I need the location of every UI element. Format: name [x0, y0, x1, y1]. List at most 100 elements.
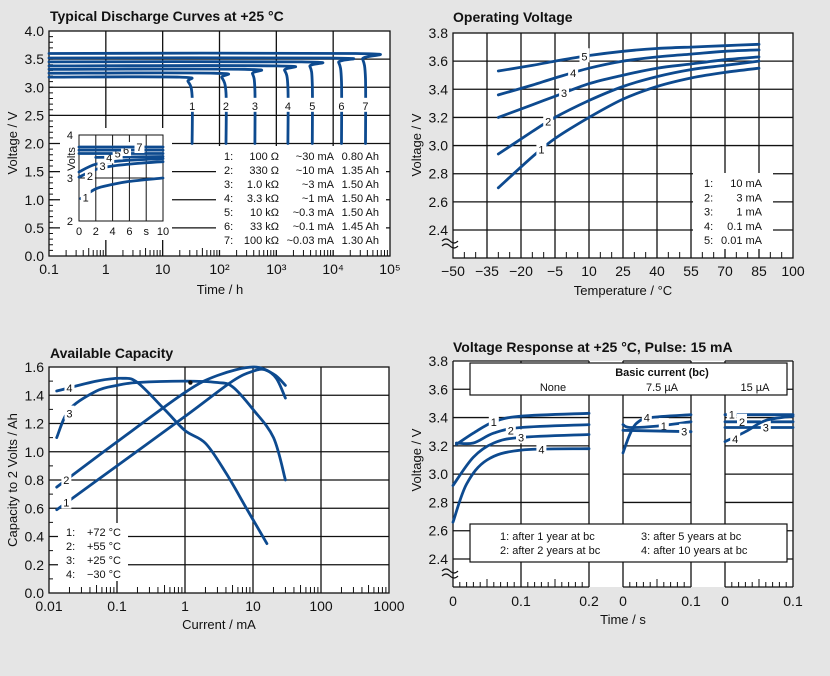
y-tick-label: 3.6	[429, 53, 449, 69]
y-tick-label: 3.8	[429, 25, 449, 41]
curve-label: 7	[362, 101, 368, 113]
x-tick-label: 10	[581, 263, 597, 279]
y-tick-label: 0.2	[25, 557, 45, 573]
curve-label-background	[220, 97, 231, 112]
curve-label: 4	[66, 383, 72, 395]
x-tick-label: 0.2	[579, 593, 599, 609]
y-tick-label: 2.6	[429, 194, 449, 210]
y-tick-label: 2.6	[429, 523, 449, 539]
y-tick-label: 0.0	[25, 585, 45, 601]
legend-value: 0.01 mA	[721, 235, 763, 247]
legend-value: +55 °C	[87, 541, 121, 553]
curve-label: 1	[538, 145, 544, 157]
legend-entry: 1: after 1 year at bc	[500, 531, 595, 543]
inset-y-tick-label: 2	[67, 216, 73, 228]
y-axis-label: Voltage / V	[409, 428, 424, 491]
x-tick-label: −5	[547, 263, 563, 279]
y-tick-label: 1.5	[25, 164, 45, 180]
operating-voltage-chart: Operating Voltage Temperature / °C Volta…	[409, 9, 805, 298]
curve-label: 7	[136, 142, 142, 154]
x-tick-label: 10⁴	[322, 261, 344, 277]
series-4-line	[47, 64, 297, 145]
legend-id: 5:	[224, 207, 233, 219]
axis-break-icon	[441, 238, 459, 249]
curve-label: 5	[115, 148, 121, 160]
series-2-line	[55, 365, 287, 489]
legend-load: 100 kΩ	[244, 235, 279, 247]
chart-title: Available Capacity	[50, 345, 173, 361]
curve-label: 2	[508, 425, 514, 437]
curve-label: 3	[66, 409, 72, 421]
legend-id: 3:	[66, 555, 75, 567]
x-tick-label: 100	[309, 598, 333, 614]
legend-entry: 3: after 5 years at bc	[641, 531, 742, 543]
curve-label: 6	[123, 145, 129, 157]
curve-label-background	[536, 141, 547, 156]
inset-x-tick-label: s	[143, 226, 149, 238]
legend-entry: 2: after 2 years at bc	[500, 545, 601, 557]
panel-1-series-3-line	[451, 433, 591, 487]
x-tick-label: 0.1	[681, 593, 701, 609]
legend-box	[469, 523, 788, 563]
curve-label: 3	[681, 427, 687, 439]
curve-label-background	[282, 97, 293, 112]
legend: 1: +72 °C 2: +55 °C 3: +25 °C 4: −30 °C	[58, 523, 128, 581]
y-tick-label: 3.0	[429, 138, 449, 154]
voltage-response-chart: Voltage Response at +25 °C, Pulse: 15 mA…	[409, 339, 803, 627]
x-axis-label: Current / mA	[182, 617, 256, 632]
series-3-line	[47, 67, 263, 145]
y-tick-label: 0.5	[25, 220, 45, 236]
curve-label: 1	[189, 101, 195, 113]
legend-value: −30 °C	[87, 569, 121, 581]
curve-label: 2	[739, 417, 745, 429]
y-tick-label: 4.0	[25, 23, 45, 39]
y-tick-label: 3.8	[429, 353, 449, 369]
inset-y-tick-label: 3	[67, 173, 73, 185]
x-tick-label: 1000	[373, 598, 404, 614]
series-3-line	[496, 55, 761, 119]
curve-label-background	[730, 430, 741, 445]
curve-label-background	[505, 422, 516, 437]
curve-label-background	[536, 441, 547, 456]
curve-label-background	[516, 429, 526, 444]
x-tick-label: 0	[619, 593, 627, 609]
curve-label-background	[568, 64, 579, 79]
y-tick-label: 1.0	[25, 444, 45, 460]
legend-capacity: 1.50 Ah	[342, 179, 379, 191]
x-tick-label: −20	[509, 263, 533, 279]
x-tick-label: 0.1	[783, 593, 803, 609]
legend-id: 4:	[66, 569, 75, 581]
curve-label-background	[336, 97, 347, 112]
series-5-line	[496, 42, 761, 73]
curve-label-background	[760, 419, 771, 434]
legend-current: ~3 mA	[302, 179, 335, 191]
legend-id: 2:	[224, 165, 233, 177]
legend-load: 33 kΩ	[250, 221, 279, 233]
legend-value: +25 °C	[87, 555, 121, 567]
curve-label-background	[64, 380, 75, 395]
curve-label: 3	[252, 101, 258, 113]
series-6-line	[47, 56, 356, 145]
y-tick-label: 2.4	[429, 551, 449, 567]
legend-value: 0.1 mA	[727, 221, 763, 233]
legend-value: 3 mA	[736, 192, 762, 204]
x-tick-label: 0.1	[511, 593, 531, 609]
y-tick-label: 2.8	[429, 166, 449, 182]
series-4-line	[496, 48, 761, 97]
legend-background	[58, 523, 128, 581]
y-axis-label: Voltage / V	[5, 111, 20, 174]
panel-name: 7.5 µA	[646, 382, 679, 394]
inset-y-axis-label: Volts	[66, 147, 78, 171]
legend-load: 100 Ω	[249, 151, 279, 163]
series-2-line	[496, 59, 761, 156]
y-axis-label: Capacity to 2 Volts / Ah	[5, 413, 20, 547]
curve-label-background	[80, 189, 91, 204]
legend-capacity: 1.50 Ah	[342, 193, 379, 205]
curve-label-background	[121, 142, 132, 157]
y-tick-label: 3.4	[429, 410, 449, 426]
curve-label: 3	[561, 88, 567, 100]
chart-title: Typical Discharge Curves at +25 °C	[50, 8, 284, 24]
curve-label: 1	[661, 421, 667, 433]
